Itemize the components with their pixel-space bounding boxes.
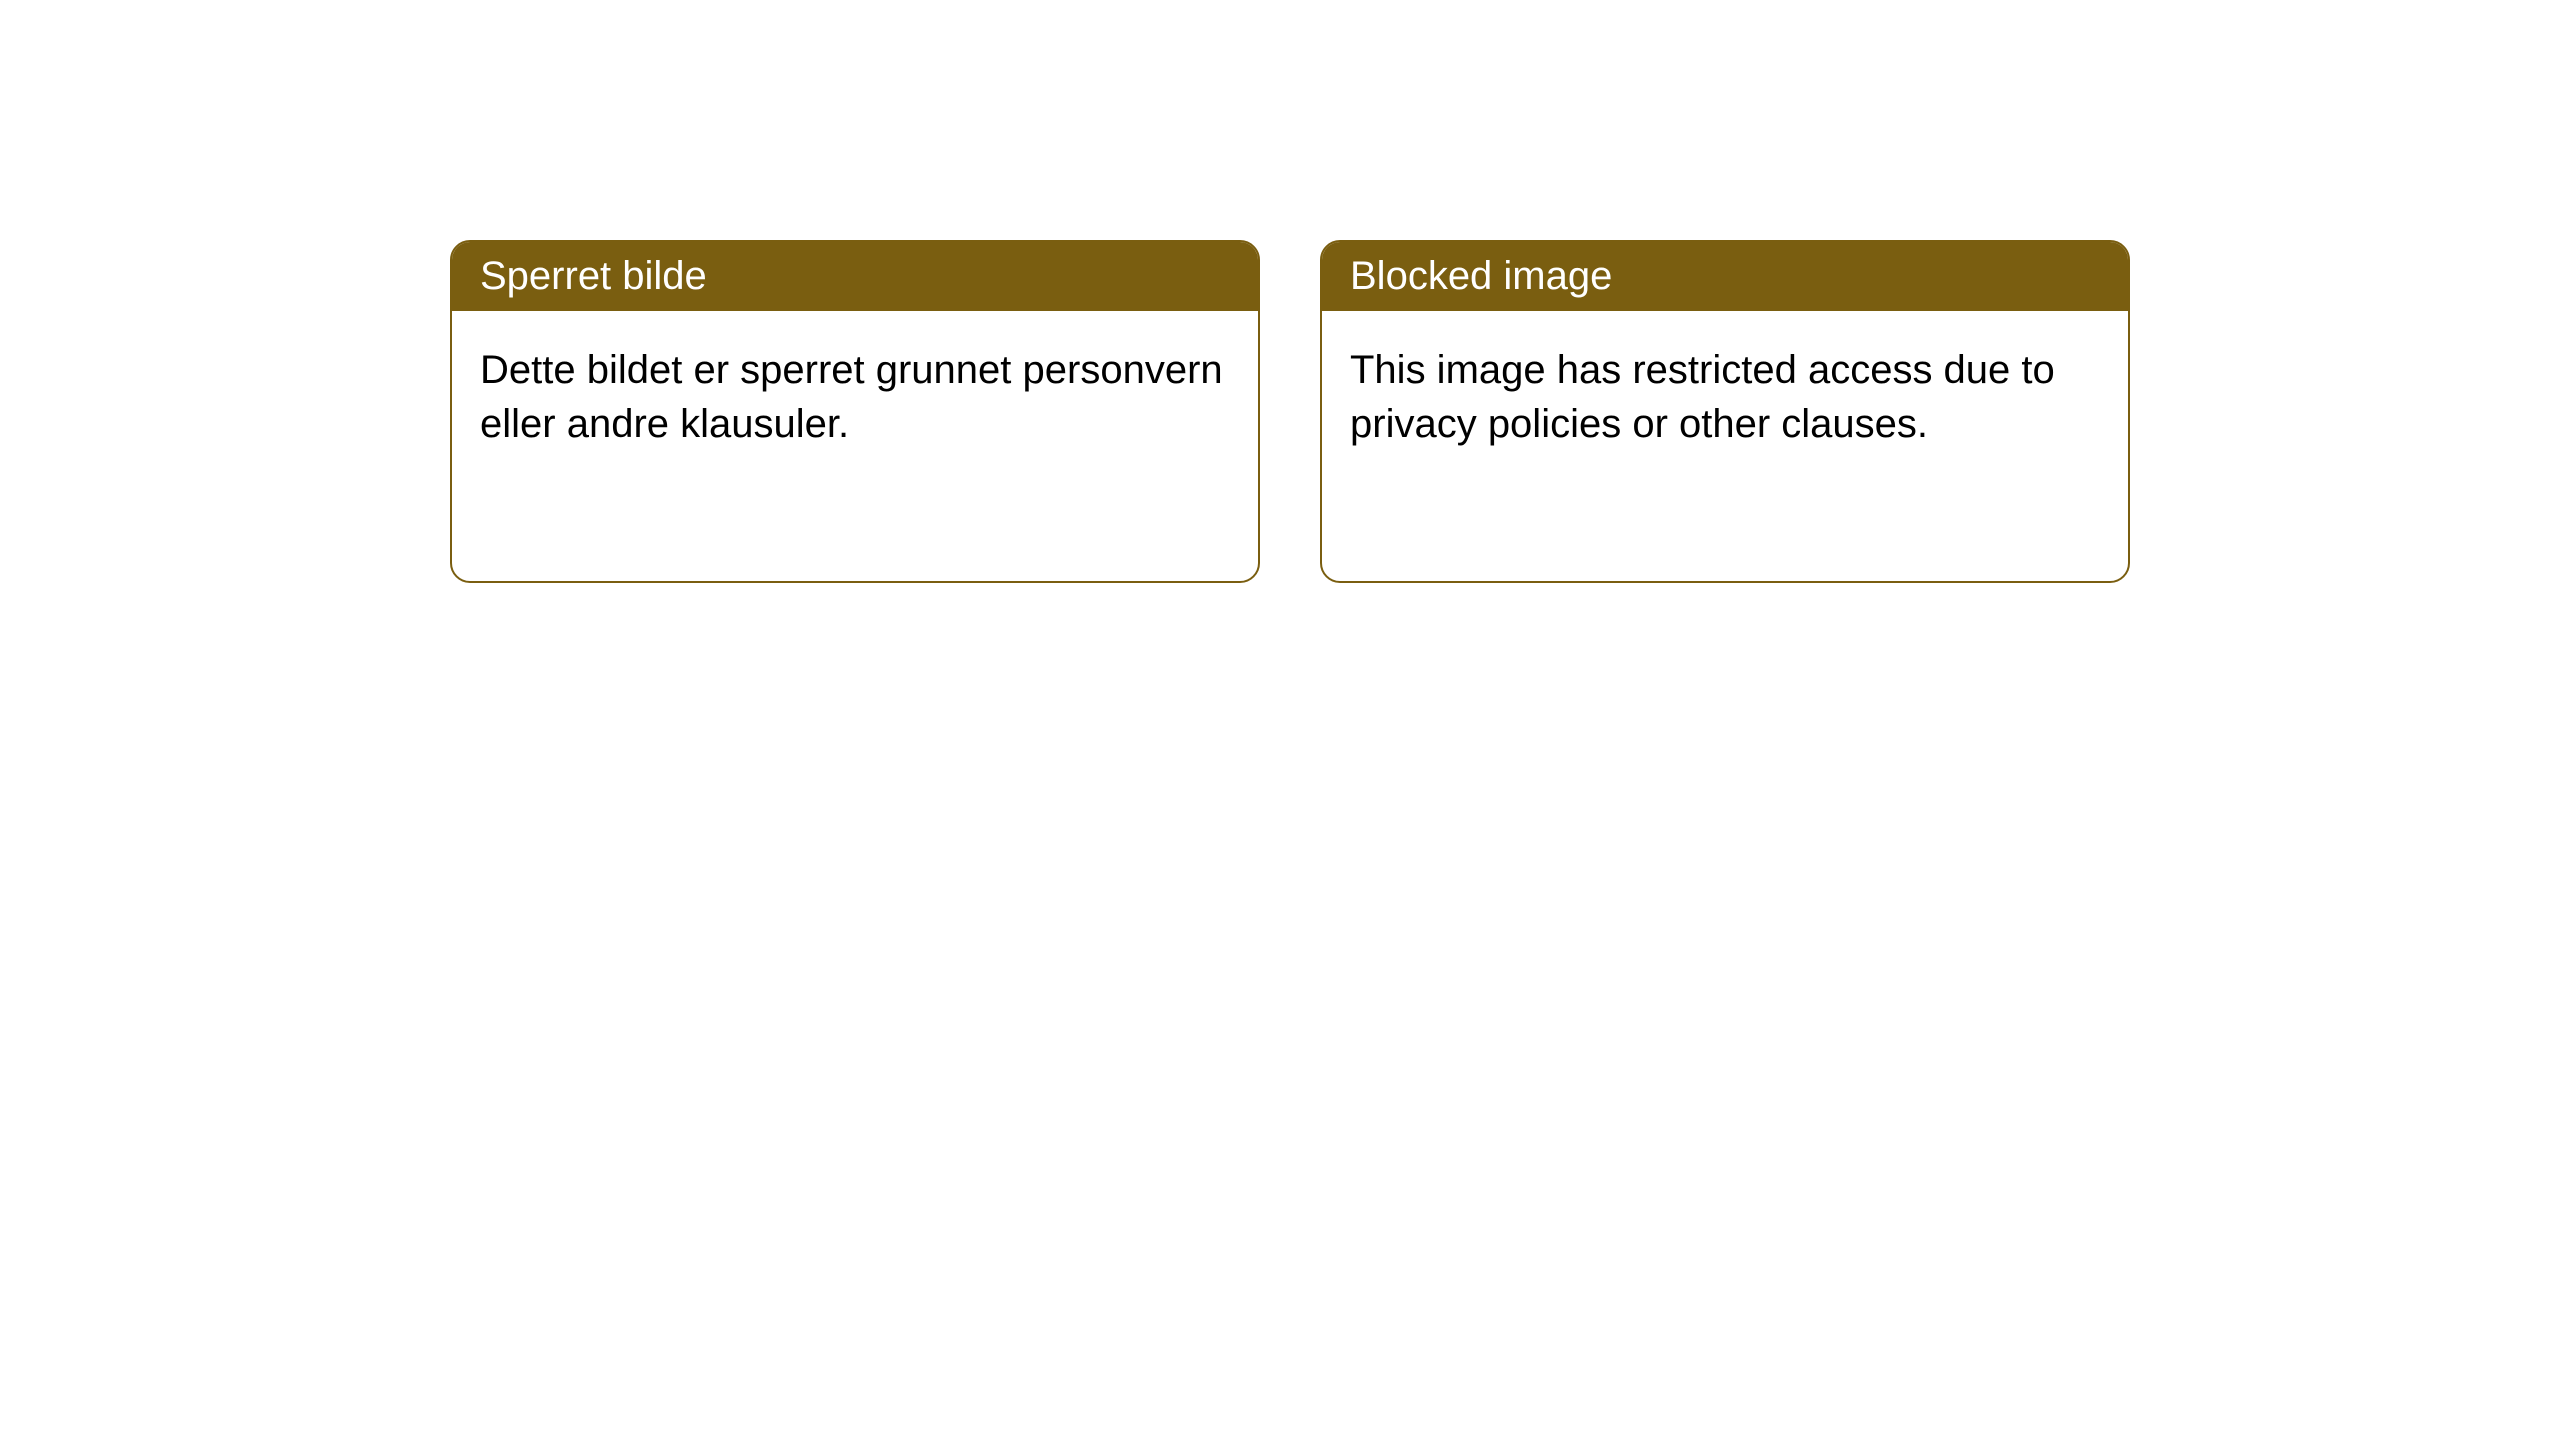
card-title: Blocked image xyxy=(1350,254,1612,298)
card-body-text: Dette bildet er sperret grunnet personve… xyxy=(480,348,1223,446)
blocked-image-cards-container: Sperret bilde Dette bildet er sperret gr… xyxy=(450,240,2130,583)
card-body: Dette bildet er sperret grunnet personve… xyxy=(452,311,1258,581)
card-title: Sperret bilde xyxy=(480,254,707,298)
card-body-text: This image has restricted access due to … xyxy=(1350,348,2055,446)
card-header: Blocked image xyxy=(1322,242,2128,311)
blocked-image-card-no: Sperret bilde Dette bildet er sperret gr… xyxy=(450,240,1260,583)
card-body: This image has restricted access due to … xyxy=(1322,311,2128,581)
blocked-image-card-en: Blocked image This image has restricted … xyxy=(1320,240,2130,583)
card-header: Sperret bilde xyxy=(452,242,1258,311)
